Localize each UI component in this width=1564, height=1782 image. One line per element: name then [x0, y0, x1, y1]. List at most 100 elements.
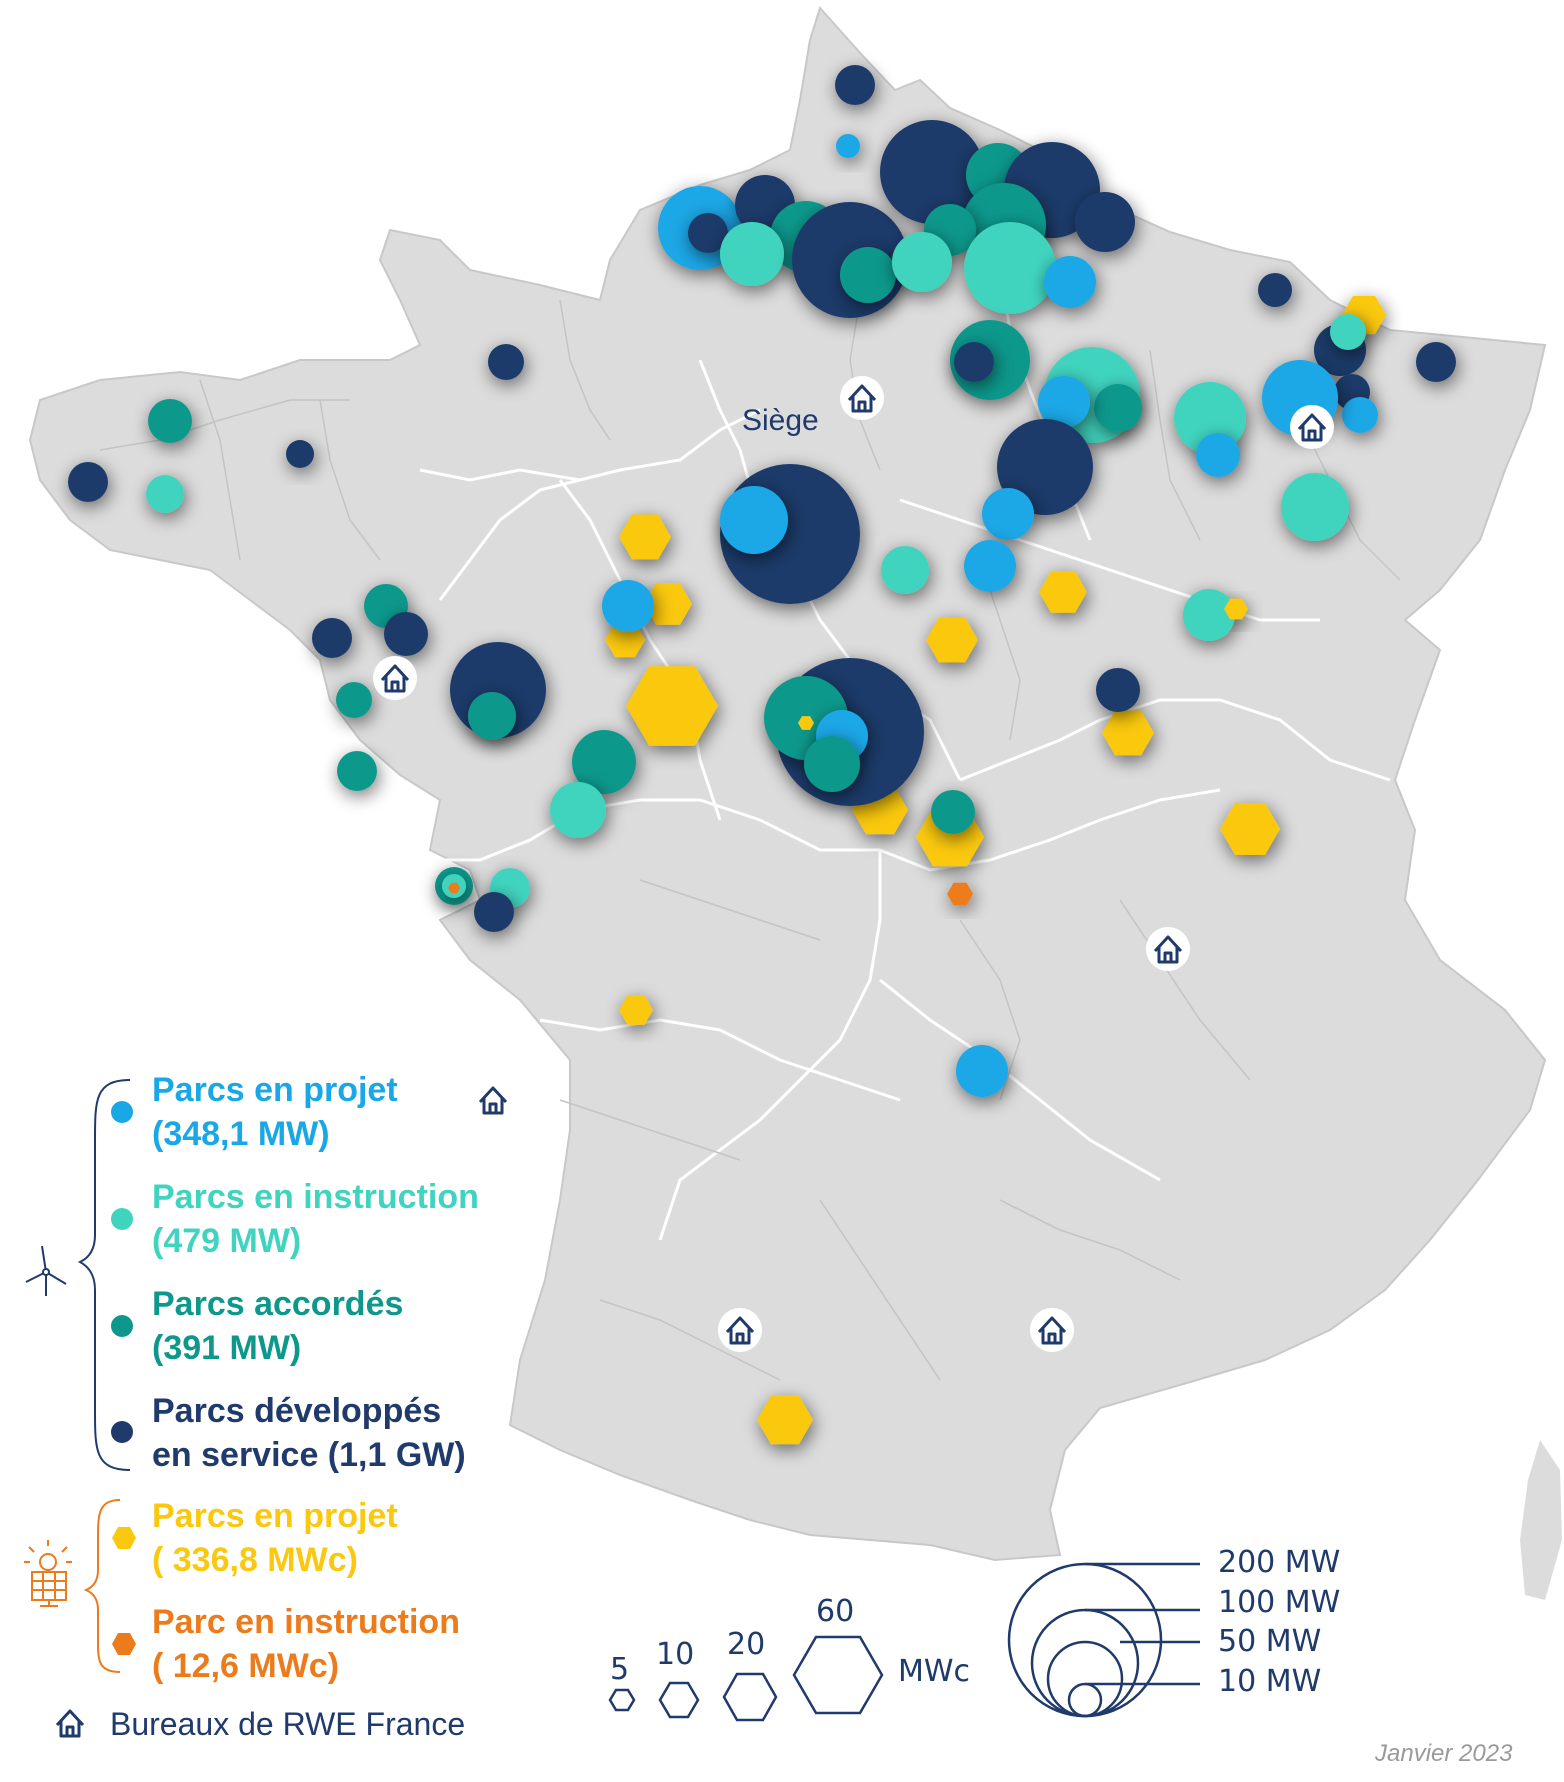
wind-park-P-34: [982, 488, 1034, 540]
wind-park-P-35: [964, 540, 1016, 592]
france-land: [28, 6, 1547, 1562]
circle-scale-label-100: 100 MW: [1218, 1585, 1341, 1620]
legend-solar-instruction-line1: Parc en instruction: [152, 1603, 460, 1641]
siege-label: Siège: [742, 404, 819, 437]
wind-park-S-48: [384, 612, 428, 656]
wind-park-I-16: [964, 222, 1056, 314]
solar-park-projet-1: [644, 583, 692, 625]
wind-park-I-36: [881, 546, 929, 594]
solar-park-instruction-15: [947, 882, 973, 906]
circle-scale-label-50: 50 MW: [1218, 1624, 1322, 1659]
wind-park-I-20: [1330, 314, 1366, 350]
legend-solar-projet-line2: ( 336,8 MWc): [152, 1541, 358, 1579]
circle-size-scale: [1007, 1562, 1200, 1718]
office-legend-icon: [55, 1709, 85, 1738]
wind-park-I-37: [1183, 589, 1235, 641]
solar-park-projet-2: [605, 622, 645, 658]
solar-park-projet-13: [757, 1395, 813, 1445]
circle-scale-50: [1046, 1640, 1124, 1718]
wind-park-S-29: [954, 342, 994, 382]
office-icon-0: [840, 376, 884, 420]
wind-park-A-59: [804, 736, 860, 792]
wind-park-P-26: [1196, 433, 1240, 477]
wind-park-A-40: [148, 399, 192, 443]
solar-park-projet-3: [626, 666, 718, 746]
department-borders: [99, 299, 1401, 1381]
legend-accordes-line1: Parcs accordés: [152, 1285, 404, 1323]
office-legend-house-icon: [55, 1709, 85, 1738]
legend-dot-projet: [111, 1101, 133, 1123]
wind-park-S-39: [488, 344, 524, 380]
hex-scale-label-20: 20: [727, 1627, 766, 1662]
legend-service-line1: Parcs développés: [152, 1392, 442, 1430]
wind-park-S-9: [880, 120, 984, 224]
wind-park-S-18: [1258, 273, 1292, 307]
wind-park-S-38: [1096, 668, 1140, 712]
wind-park-I-6: [720, 222, 784, 286]
legend-instruction-line2: (479 MW): [152, 1222, 302, 1260]
wind-park-S-41: [286, 440, 314, 468]
wind-park-A-8: [840, 247, 896, 303]
hex-scale-20: [722, 1672, 778, 1722]
wind-park-S-4: [688, 213, 728, 253]
circle-scale-200: [1007, 1562, 1163, 1718]
wind-park-S-49: [312, 618, 352, 658]
wind-park-S-13: [1075, 192, 1135, 252]
wind-park-I-15: [892, 232, 952, 292]
solar-park-overlay-0: [798, 716, 814, 730]
circle-scale-10: [1067, 1682, 1103, 1718]
hex-scale-label-10: 10: [656, 1637, 695, 1672]
solar-park-overlay-2: [1224, 598, 1248, 620]
wind-park-A-52: [468, 692, 516, 740]
solar-park-projet-5: [1039, 571, 1087, 613]
wind-park-P-45: [720, 486, 788, 554]
office-icon-4: [471, 1078, 515, 1122]
legend-service-line2: en service (1,1 GW): [152, 1436, 466, 1474]
wind-park-S-23: [1416, 342, 1456, 382]
solar-park-projet-4: [926, 617, 978, 663]
legend-dot-accordes: [111, 1315, 133, 1337]
legend-projet-line2: (348,1 MW): [152, 1115, 330, 1153]
wind-park-S-42: [68, 462, 108, 502]
solar-parks: [448, 295, 1386, 1445]
circle-scale-100: [1030, 1608, 1140, 1718]
wind-legend-brace: [77, 1079, 131, 1471]
wind-park-S-0: [835, 65, 875, 105]
wind-park-A-31: [1094, 384, 1142, 432]
wind-park-I-43: [146, 475, 184, 513]
hex-scale-label-5: 5: [610, 1652, 630, 1687]
wind-park-A-54: [572, 730, 636, 794]
office-icon-3: [1146, 927, 1190, 971]
wind-park-P-32: [1038, 376, 1090, 428]
wind-park-P-46: [602, 580, 654, 632]
solar-legend-brace: [83, 1499, 121, 1673]
wind-parks: [68, 65, 1456, 1097]
solar-park-overlay-1: [448, 882, 460, 894]
legend-offices: Bureaux de RWE France: [110, 1706, 466, 1742]
wind-turbine-icon: [25, 1245, 67, 1296]
legend-solar-projet-line1: Parcs en projet: [152, 1497, 398, 1535]
wind-park-P-22: [1342, 397, 1378, 433]
circle-scale-label-10: 10 MW: [1218, 1664, 1322, 1699]
legend-dot-service: [111, 1421, 133, 1443]
wind-park-P-1: [836, 134, 860, 158]
corsica-land: [1520, 1440, 1562, 1600]
legend-projet-line1: Parcs en projet: [152, 1071, 398, 1109]
legend-instruction-line1: Parcs en instruction: [152, 1178, 479, 1216]
wind-park-P-17: [1044, 256, 1096, 308]
legend-accordes-line2: (391 MW): [152, 1329, 302, 1367]
wind-park-A-50: [336, 682, 372, 718]
hex-scale-60: [792, 1635, 884, 1715]
hex-size-scale: [608, 1635, 884, 1722]
office-icon-6: [1030, 1308, 1074, 1352]
date-label: Janvier 2023: [1375, 1740, 1513, 1767]
legend-solar-instruction-line2: ( 12,6 MWc): [152, 1647, 340, 1685]
solar-park-projet-0: [619, 514, 671, 560]
rwe-offices: [373, 376, 1334, 1352]
legend-hex-solar-instruction: [112, 1633, 136, 1655]
legend-dot-instruction: [111, 1208, 133, 1230]
office-icon-5: [718, 1308, 762, 1352]
wind-park-S-64: [474, 892, 514, 932]
wind-park-A-60: [931, 790, 975, 834]
